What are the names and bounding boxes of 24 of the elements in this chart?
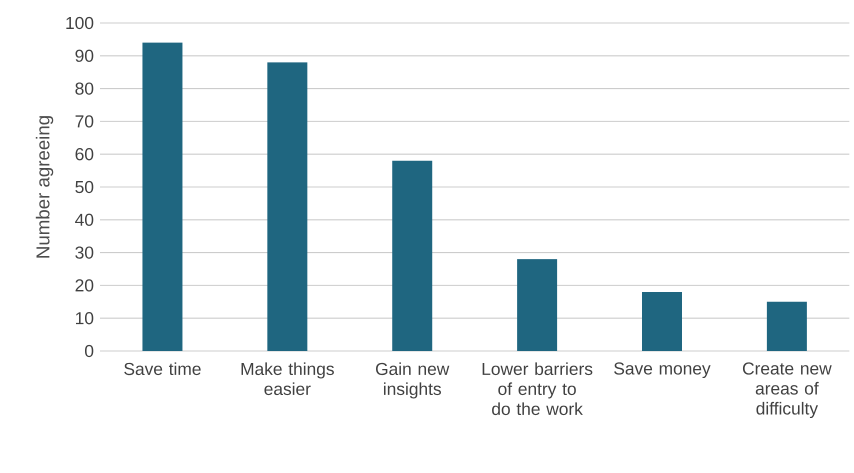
y-axis-title: Number agreeing (36, 116, 54, 258)
x-tick-label: Save money (614, 362, 711, 378)
bar (392, 160, 432, 351)
y-tick-label: 10 (76, 312, 94, 324)
bar (517, 259, 558, 351)
x-tick-label: Create new areas of difficulty (742, 362, 832, 418)
x-tick-label: Lower barriers of entry to do the work (482, 362, 592, 416)
y-tick-label: 20 (76, 279, 94, 292)
bar (267, 62, 308, 351)
y-tick-label: 80 (75, 82, 94, 95)
bar (142, 42, 182, 351)
y-tick-label: 0 (84, 344, 94, 358)
bar (766, 302, 807, 351)
y-tick-label: 50 (75, 180, 94, 194)
y-tick-label: 90 (75, 50, 94, 62)
x-tick-label: Save time (124, 362, 201, 376)
y-tick-label: 40 (75, 214, 94, 226)
y-tick-label: 60 (76, 148, 94, 160)
y-tick-label: 100 (66, 16, 94, 30)
y-tick-label: 30 (75, 246, 94, 259)
x-tick-label: Gain new insights (376, 362, 450, 399)
bar (642, 292, 682, 351)
x-tick-label: Make things easier (242, 362, 334, 396)
y-tick-label: 70 (76, 115, 94, 128)
